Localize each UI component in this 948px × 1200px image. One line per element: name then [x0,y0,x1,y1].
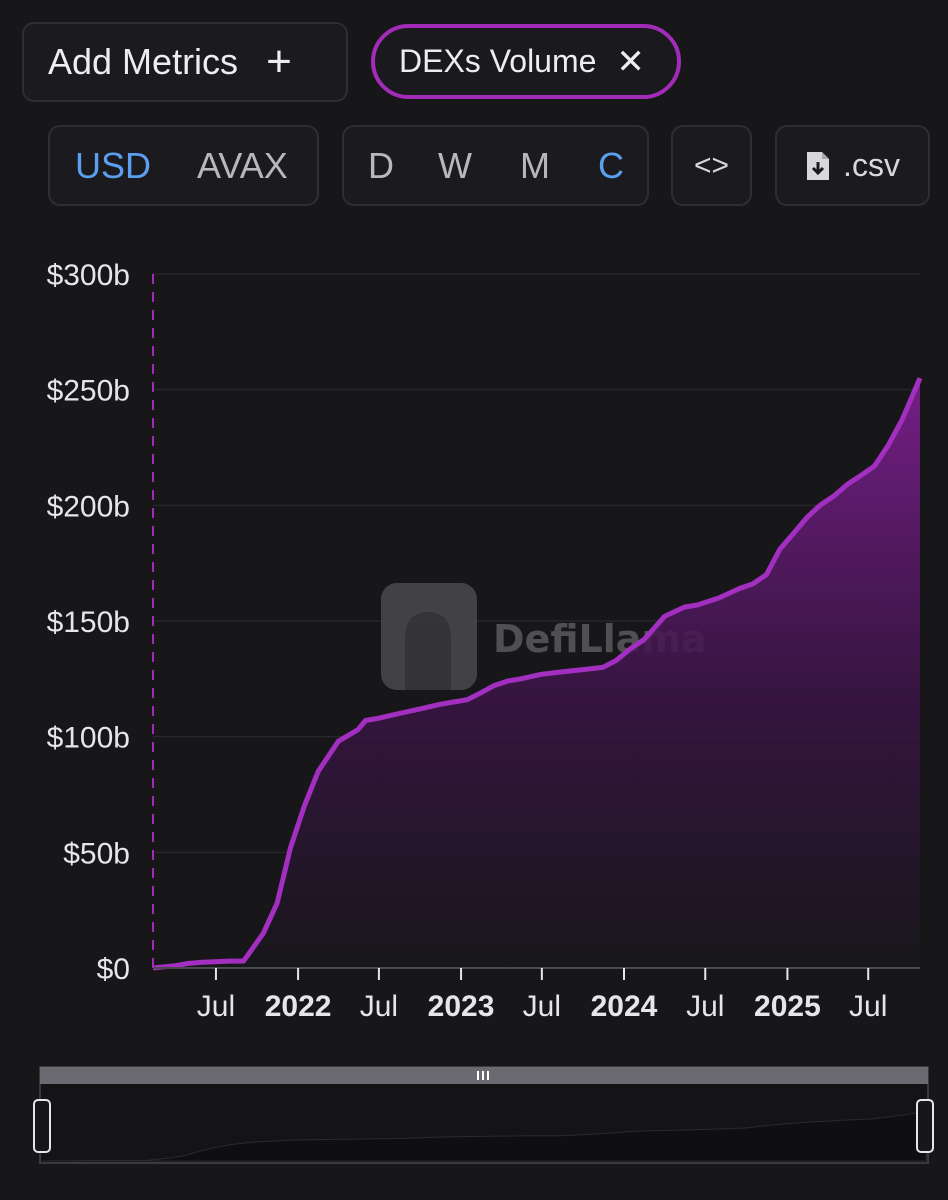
range-slider-right-handle[interactable] [916,1099,934,1153]
x-tick-label: 2025 [754,990,821,1023]
period-option-daily[interactable]: D [368,144,394,186]
metric-chip-label: DEXs Volume [399,43,597,79]
x-tick-label: 2022 [265,990,332,1023]
y-tick-label: $100b [47,722,130,755]
x-axis: Jul 2022 Jul 2023 Jul 2024 Jul 2025 Jul [197,968,887,1023]
csv-label: .csv [843,147,900,183]
period-option-monthly[interactable]: M [520,144,550,186]
period-option-cumulative[interactable]: C [598,144,624,186]
currency-option-usd[interactable]: USD [75,144,152,186]
add-metrics-label: Add Metrics [48,41,239,82]
embed-button[interactable]: <> [671,125,752,206]
series-area [153,378,920,969]
x-tick-label: 2023 [428,990,495,1023]
x-tick-label: Jul [686,990,724,1023]
file-download-icon [807,151,830,180]
x-tick-label: Jul [523,990,561,1023]
y-axis: $0 $50b $100b $150b $200b $250b $300b [47,259,130,986]
y-tick-label: $50b [63,837,130,870]
range-slider-preview [41,1110,927,1162]
y-tick-label: $200b [47,490,130,523]
close-icon[interactable]: ✕ [616,42,645,81]
period-option-weekly[interactable]: W [438,144,472,186]
code-brackets-icon: <> [693,148,730,182]
y-tick-label: $150b [47,606,130,639]
y-tick-label: $0 [97,953,130,986]
y-tick-label: $250b [47,375,130,408]
currency-toggle: USD AVAX [48,125,319,206]
add-metrics-button[interactable]: Add Metrics + [22,22,348,102]
x-tick-label: Jul [197,990,235,1023]
x-tick-label: Jul [849,990,887,1023]
csv-download-button[interactable]: .csv [775,125,930,206]
range-slider[interactable] [33,1066,934,1164]
x-tick-label: 2024 [591,990,658,1023]
series-line [152,377,923,971]
plus-icon: + [266,37,292,86]
range-slider-left-handle[interactable] [33,1099,51,1153]
currency-option-avax[interactable]: AVAX [197,144,288,186]
range-slider-grip-icon [477,1071,489,1080]
period-toggle: D W M C [342,125,649,206]
y-tick-label: $300b [47,259,130,292]
metric-chip-dexs-volume[interactable]: DEXs Volume ✕ [371,24,681,99]
x-tick-label: Jul [360,990,398,1023]
